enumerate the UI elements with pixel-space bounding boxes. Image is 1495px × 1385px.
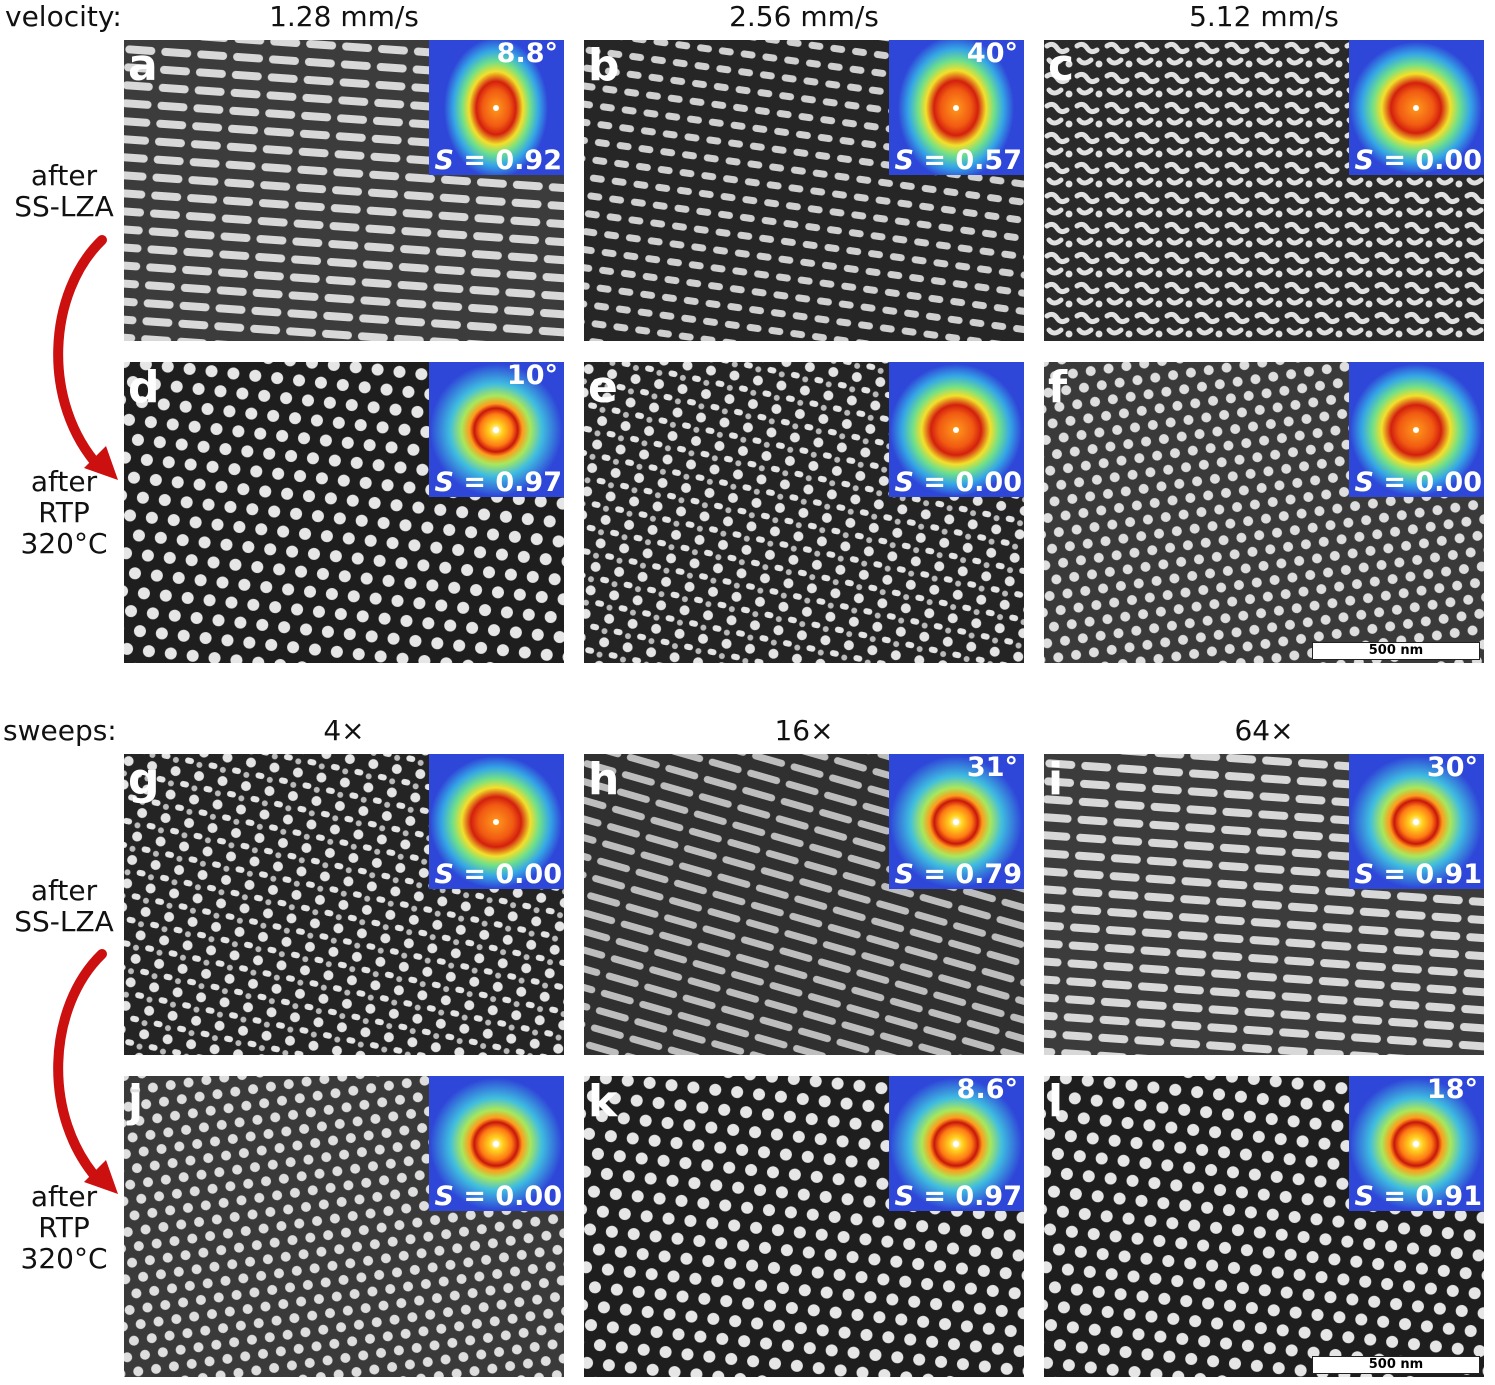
row-label-after-lza-bottom: after SS-LZA bbox=[14, 874, 114, 938]
fft-inset-h: 31° S = 0.79 bbox=[889, 754, 1024, 889]
sem-panel-b: b 40° S = 0.57 bbox=[584, 40, 1024, 341]
fft-angle-b: 40° bbox=[966, 40, 1018, 69]
fft-inset-f: S = 0.00 bbox=[1349, 362, 1484, 497]
fft-inset-b: 40° S = 0.57 bbox=[889, 40, 1024, 175]
fft-angle-i: 30° bbox=[1426, 754, 1478, 783]
sweeps-header-label: sweeps: bbox=[3, 714, 117, 747]
sem-panel-e: e S = 0.00 bbox=[584, 362, 1024, 663]
fft-inset-a: 8.8° S = 0.92 bbox=[429, 40, 564, 175]
column-header-sweeps-1: 4× bbox=[323, 714, 365, 747]
panel-letter-a: a bbox=[128, 40, 158, 91]
fft-inset-g: S = 0.00 bbox=[429, 754, 564, 889]
scale-bar-top: 500 nm bbox=[1312, 642, 1480, 660]
fft-inset-l: 18° S = 0.91 bbox=[1349, 1076, 1484, 1211]
order-parameter-i: S = 0.91 bbox=[1354, 859, 1482, 889]
panel-letter-l: l bbox=[1048, 1076, 1064, 1127]
sem-panel-h: h 31° S = 0.79 bbox=[584, 754, 1024, 1055]
panel-letter-i: i bbox=[1048, 754, 1064, 805]
sem-panel-k: k 8.6° S = 0.97 bbox=[584, 1076, 1024, 1377]
row-label-after-rtp-top: after RTP 320°C bbox=[20, 465, 108, 560]
column-header-velocity-3: 5.12 mm/s bbox=[1189, 0, 1339, 33]
fft-inset-d: 10° S = 0.97 bbox=[429, 362, 564, 497]
fft-angle-a: 8.8° bbox=[496, 40, 558, 69]
row-label-after-lza-top: after SS-LZA bbox=[14, 159, 114, 223]
velocity-header-label: velocity: bbox=[5, 0, 122, 33]
fft-inset-c: S = 0.00 bbox=[1349, 40, 1484, 175]
fft-inset-k: 8.6° S = 0.97 bbox=[889, 1076, 1024, 1211]
panel-letter-e: e bbox=[588, 362, 618, 413]
column-header-velocity-2: 2.56 mm/s bbox=[729, 0, 879, 33]
panel-letter-g: g bbox=[128, 754, 160, 805]
column-header-sweeps-2: 16× bbox=[774, 714, 834, 747]
process-arrow-top bbox=[53, 235, 118, 480]
column-header-velocity-1: 1.28 mm/s bbox=[269, 0, 419, 33]
panel-letter-k: k bbox=[588, 1076, 618, 1127]
process-arrow-bottom bbox=[53, 949, 118, 1194]
sem-panel-l: l 18° S = 0.91 500 nm bbox=[1044, 1076, 1484, 1377]
row-label-after-rtp-bottom: after RTP 320°C bbox=[20, 1180, 108, 1275]
sem-panel-c: c S = 0.00 bbox=[1044, 40, 1484, 341]
order-parameter-l: S = 0.91 bbox=[1354, 1181, 1482, 1211]
order-parameter-b: S = 0.57 bbox=[894, 145, 1022, 175]
column-header-sweeps-3: 64× bbox=[1234, 714, 1294, 747]
fft-inset-e: S = 0.00 bbox=[889, 362, 1024, 497]
order-parameter-e: S = 0.00 bbox=[894, 467, 1022, 497]
fft-inset-i: 30° S = 0.91 bbox=[1349, 754, 1484, 889]
panel-letter-h: h bbox=[588, 754, 620, 805]
panel-letter-j: j bbox=[128, 1076, 144, 1127]
fft-angle-k: 8.6° bbox=[956, 1076, 1018, 1105]
order-parameter-k: S = 0.97 bbox=[894, 1181, 1022, 1211]
fft-angle-d: 10° bbox=[506, 362, 558, 391]
sem-panel-j: j S = 0.00 bbox=[124, 1076, 564, 1377]
fft-inset-j: S = 0.00 bbox=[429, 1076, 564, 1211]
sem-panel-g: g S = 0.00 bbox=[124, 754, 564, 1055]
fft-angle-h: 31° bbox=[966, 754, 1018, 783]
order-parameter-c: S = 0.00 bbox=[1354, 145, 1482, 175]
sem-panel-d: d 10° S = 0.97 bbox=[124, 362, 564, 663]
panel-letter-d: d bbox=[128, 362, 160, 413]
panel-letter-f: f bbox=[1048, 362, 1068, 413]
order-parameter-h: S = 0.79 bbox=[894, 859, 1022, 889]
order-parameter-a: S = 0.92 bbox=[434, 145, 562, 175]
sem-panel-a: a 8.8° S = 0.92 bbox=[124, 40, 564, 341]
order-parameter-f: S = 0.00 bbox=[1354, 467, 1482, 497]
panel-letter-c: c bbox=[1048, 40, 1075, 91]
sem-panel-i: i 30° S = 0.91 bbox=[1044, 754, 1484, 1055]
order-parameter-j: S = 0.00 bbox=[434, 1181, 562, 1211]
order-parameter-g: S = 0.00 bbox=[434, 859, 562, 889]
panel-letter-b: b bbox=[588, 40, 620, 91]
sem-panel-f: f S = 0.00 500 nm bbox=[1044, 362, 1484, 663]
fft-angle-l: 18° bbox=[1426, 1076, 1478, 1105]
scale-bar-bottom: 500 nm bbox=[1312, 1356, 1480, 1374]
order-parameter-d: S = 0.97 bbox=[434, 467, 562, 497]
